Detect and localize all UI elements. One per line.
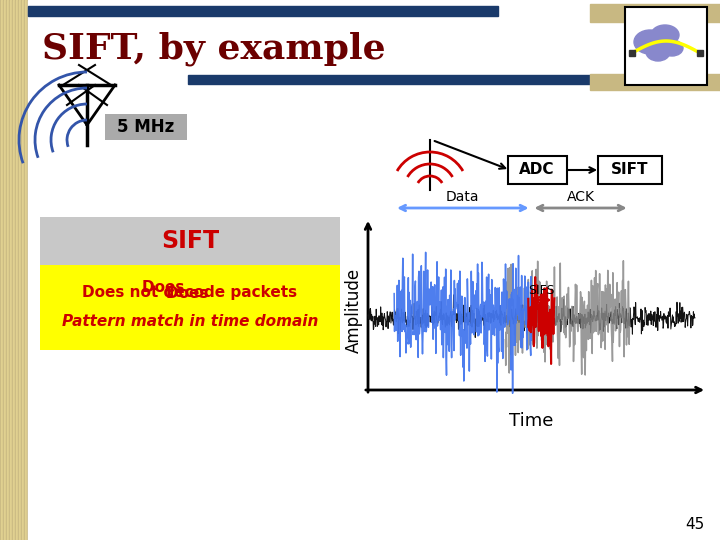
Ellipse shape xyxy=(661,40,683,56)
Text: Pattern match in time domain: Pattern match in time domain xyxy=(62,314,318,329)
Bar xyxy=(19,0,21,540)
Bar xyxy=(0,0,1,540)
Text: 5 MHz: 5 MHz xyxy=(117,118,175,136)
Bar xyxy=(28,6,498,16)
Text: Does not decode packets: Does not decode packets xyxy=(82,286,297,300)
Text: SIFT: SIFT xyxy=(611,163,649,178)
Bar xyxy=(625,7,707,85)
Bar xyxy=(27,0,28,540)
Text: ACK: ACK xyxy=(567,190,595,204)
Ellipse shape xyxy=(634,30,666,54)
Bar xyxy=(40,265,340,350)
Bar xyxy=(6,0,7,540)
Text: Data: Data xyxy=(446,190,480,204)
Bar xyxy=(22,0,24,540)
Text: Time: Time xyxy=(509,412,554,430)
Text: 45: 45 xyxy=(685,517,705,532)
Bar xyxy=(590,4,720,22)
Bar xyxy=(105,114,187,140)
Text: Does: Does xyxy=(143,280,190,295)
Bar xyxy=(14,0,17,540)
Bar xyxy=(17,0,18,540)
Bar xyxy=(4,0,6,540)
Bar xyxy=(7,0,9,540)
Bar xyxy=(24,0,25,540)
Bar xyxy=(18,0,19,540)
Bar xyxy=(188,75,628,84)
Bar xyxy=(40,217,340,265)
Bar xyxy=(25,0,27,540)
Text: SIFS: SIFS xyxy=(528,284,554,297)
FancyBboxPatch shape xyxy=(598,156,662,184)
Bar xyxy=(590,74,720,90)
Text: Does: Does xyxy=(166,286,214,300)
Bar xyxy=(12,0,13,540)
Ellipse shape xyxy=(651,25,679,45)
Text: SIFT: SIFT xyxy=(161,229,219,253)
Text: Amplitude: Amplitude xyxy=(345,267,363,353)
Text: ADC: ADC xyxy=(519,163,554,178)
Text: SIFT, by example: SIFT, by example xyxy=(42,32,386,66)
Bar xyxy=(10,0,12,540)
Bar xyxy=(13,0,14,540)
Bar xyxy=(1,0,3,540)
Bar xyxy=(3,0,4,540)
Ellipse shape xyxy=(646,43,670,61)
FancyBboxPatch shape xyxy=(508,156,567,184)
Bar xyxy=(9,0,10,540)
Bar xyxy=(21,0,22,540)
